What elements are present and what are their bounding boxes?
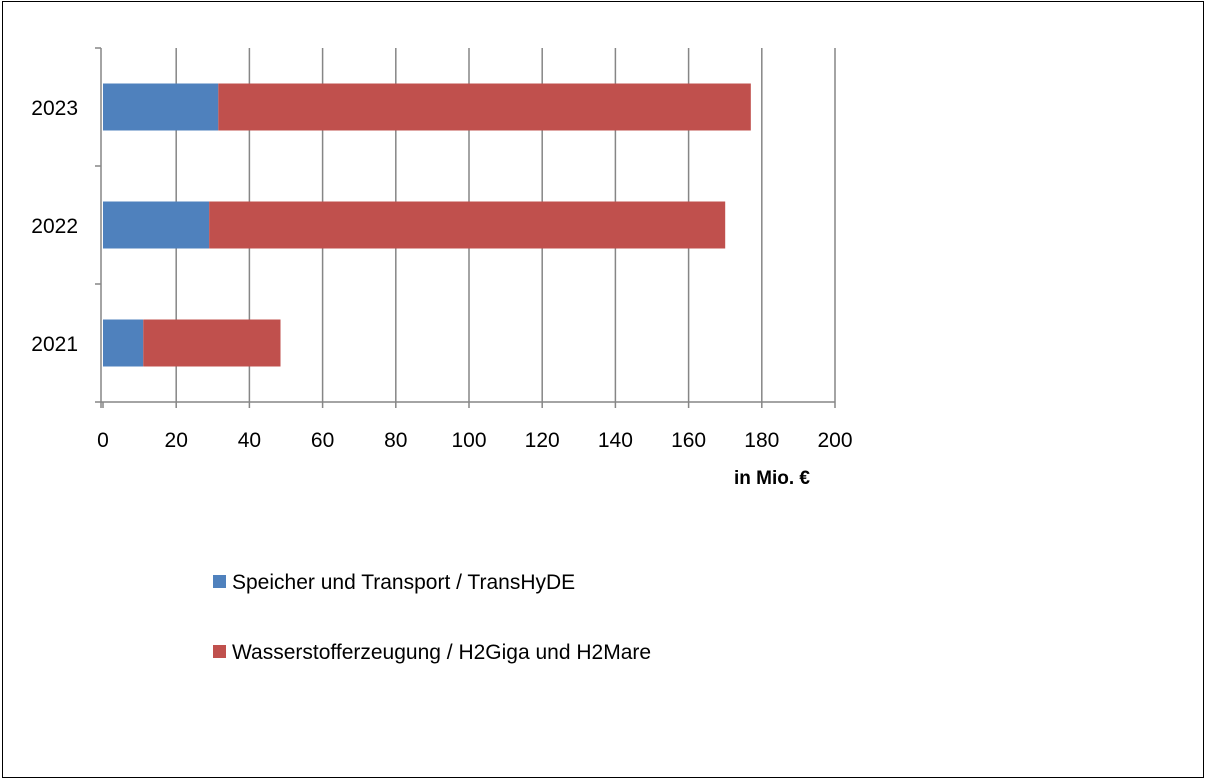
- bar-segment-2022-series-1: [103, 201, 210, 249]
- x-tick-label: 140: [598, 429, 633, 452]
- x-tick-label: 0: [97, 429, 109, 452]
- bar-segment-2021-series-1: [103, 319, 144, 367]
- y-tick-label: 2021: [31, 333, 78, 356]
- y-tick-labels: 2021 2022 2023: [31, 97, 78, 356]
- x-tick-label: 200: [817, 429, 852, 452]
- x-tick-label: 160: [671, 429, 706, 452]
- legend-swatch: [213, 645, 226, 658]
- x-tick-label: 120: [525, 429, 560, 452]
- x-tick-label: 40: [238, 429, 261, 452]
- x-tick-label: 80: [384, 429, 407, 452]
- y-tick-label: 2023: [31, 97, 78, 120]
- x-tick-label: 20: [165, 429, 188, 452]
- legend-label: Speicher und Transport / TransHyDE: [232, 571, 575, 594]
- bar-segment-2022-series-2: [209, 201, 726, 249]
- y-tick-label: 2022: [31, 215, 78, 238]
- x-tick-label: 100: [451, 429, 486, 452]
- bar-segment-2023-series-2: [218, 83, 751, 131]
- legend: Speicher und Transport / TransHyDE Wasser…: [213, 571, 651, 664]
- x-tick-labels: 0 20 40 60 80 100 120 140 160 180 200: [97, 429, 852, 452]
- legend-label: Wasserstofferzeugung / H2Giga und H2Mare: [232, 641, 651, 664]
- bars: [103, 83, 751, 367]
- bar-segment-2023-series-1: [103, 83, 219, 131]
- x-tick-label: 180: [744, 429, 779, 452]
- axes: [95, 47, 836, 408]
- x-axis-title: in Mio. €: [734, 468, 810, 489]
- x-tick-label: 60: [311, 429, 334, 452]
- legend-swatch: [213, 575, 226, 588]
- bar-segment-2021-series-2: [143, 319, 281, 367]
